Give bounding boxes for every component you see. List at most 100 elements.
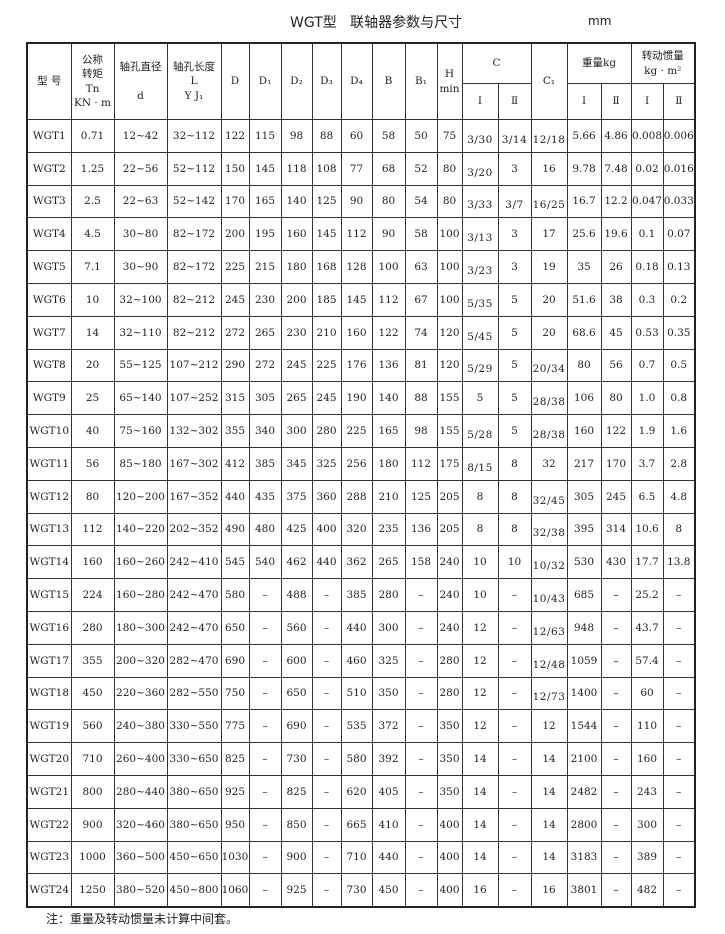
cell-model: WGT17 — [26, 643, 72, 678]
cell-D1: – — [248, 873, 282, 908]
cell-value: – — [511, 621, 518, 634]
cell-value: 362 — [346, 556, 367, 569]
cell-value: – — [676, 621, 682, 634]
cell-B: 372 — [371, 709, 406, 744]
cell-inertia-II: 0.016 — [662, 151, 696, 186]
cell-torque: 4.5 — [70, 217, 115, 252]
cell-value: 380~650 — [169, 818, 219, 831]
cell-value: 217 — [573, 457, 595, 470]
cell-weight-I: 305 — [566, 479, 602, 514]
cell-value: – — [262, 851, 268, 864]
cell-value: 120 — [439, 359, 460, 372]
cell-value: 300 — [378, 621, 399, 634]
cell-value: 52 — [414, 162, 428, 175]
header-B1: B₁ — [404, 42, 438, 120]
cell-value: 300 — [286, 424, 307, 437]
cell-bore-diameter: 320~460 — [113, 807, 168, 842]
cell-value: 100 — [439, 261, 460, 273]
cell-value: 800 — [82, 785, 103, 798]
cell-model: WGT21 — [26, 774, 72, 809]
cell-value: 32~112 — [172, 129, 216, 142]
cell-value: 118 — [286, 162, 307, 175]
cell-D4: 362 — [340, 545, 373, 580]
table-row: WGT2 1.25 22~56 52~112 150 145 118 108 77 68 52 80 3… — [26, 151, 696, 186]
cell-inertia-I: 0.3 — [630, 282, 664, 317]
cell-value: 35 — [577, 261, 591, 273]
cell-D1: – — [248, 578, 282, 612]
header-inertia-label: 转动惯量 — [641, 50, 684, 63]
cell-value: 165 — [254, 195, 276, 208]
cell-weight-I: 2800 — [566, 807, 602, 842]
cell-bore-length: 132~302 — [166, 414, 222, 448]
cell-bore-length: 380~650 — [166, 807, 222, 842]
cell-B1: – — [404, 676, 438, 711]
cell-value: 360 — [316, 490, 337, 503]
cell-B1: 74 — [404, 315, 438, 350]
cell-value: – — [418, 588, 424, 601]
cell-value: 12 — [473, 654, 487, 667]
cell-inertia-I: 17.7 — [630, 545, 664, 580]
cell-model: WGT22 — [26, 807, 72, 842]
cell-weight-II: 7.48 — [600, 151, 632, 186]
cell-value: 13.8 — [667, 556, 691, 569]
cell-bore-length: 107~212 — [166, 348, 222, 383]
cell-value: 5.66 — [572, 129, 596, 142]
cell-B: 300 — [371, 610, 406, 645]
header-weight-I: Ⅰ — [566, 83, 602, 120]
cell-value: – — [418, 851, 424, 864]
cell-weight-I: 106 — [566, 381, 602, 416]
cell-D4: 190 — [340, 381, 373, 416]
cell-C1: 32/45 — [530, 479, 568, 514]
cell-value: 240 — [439, 556, 460, 569]
cell-value: 580 — [346, 752, 367, 765]
cell-value: 380~520 — [116, 884, 165, 897]
cell-D4: 225 — [340, 414, 373, 448]
cell-inertia-I: 1.0 — [630, 381, 664, 416]
table-row: WGT14 160 160~260 242~410 545 540 462 440 362 265… — [26, 545, 696, 580]
cell-value: 0.02 — [635, 162, 659, 175]
cell-D2: 160 — [280, 217, 313, 252]
cell-bore-diameter: 180~300 — [113, 610, 168, 645]
cell-value: 330~550 — [169, 720, 219, 733]
cell-value: 412 — [224, 457, 246, 470]
cell-D2: 200 — [280, 282, 313, 317]
cell-C-II: 3/14 — [497, 119, 532, 153]
cell-inertia-II: 8 — [662, 512, 696, 547]
cell-inertia-II: 0.35 — [662, 315, 696, 350]
cell-value: 82~172 — [172, 261, 216, 273]
cell-value: 389 — [636, 851, 658, 864]
cell-value: 140 — [378, 392, 399, 405]
cell-value: 1250 — [79, 884, 106, 897]
cell-torque: 1000 — [70, 840, 115, 875]
cell-inertia-II: – — [662, 774, 696, 809]
cell-value: – — [418, 621, 424, 634]
cell-B: 68 — [371, 151, 406, 186]
cell-inertia-I: 25.2 — [630, 578, 664, 612]
cell-value: 665 — [346, 818, 367, 831]
cell-B: 100 — [371, 250, 406, 284]
cell-value: 385 — [254, 457, 276, 470]
cell-D4: 160 — [340, 315, 373, 350]
cell-C-II: 8 — [497, 512, 532, 547]
header-bore-length-types: Y J₁ — [184, 89, 204, 102]
cell-value: 350 — [378, 687, 399, 700]
cell-H: 155 — [436, 414, 463, 448]
cell-bore-diameter: 55~125 — [113, 348, 168, 383]
cell-value: WGT24 — [29, 884, 70, 897]
cell-value: 3 — [511, 261, 518, 273]
cell-weight-I: 2100 — [566, 742, 602, 776]
cell-D: 315 — [220, 381, 250, 416]
cell-D1: – — [248, 774, 282, 809]
cell-value: 82~172 — [172, 228, 216, 241]
cell-bore-length: 167~352 — [166, 479, 222, 514]
cell-weight-I: 217 — [566, 446, 602, 481]
table-row: WGT21 800 280~440 380~650 925 – 825 – 620 405 – 350… — [26, 774, 696, 809]
table-row: WGT22 900 320~460 380~650 950 – 850 – 665 410 – 400… — [26, 807, 696, 842]
cell-C-I: 8 — [461, 479, 499, 514]
cell-value: 440 — [378, 851, 399, 864]
cell-H: 205 — [436, 479, 463, 514]
cell-value: 256 — [346, 457, 367, 470]
cell-D3: – — [311, 807, 342, 842]
table-row: WGT11 56 85~180 167~302 412 385 345 325 256 180 11… — [26, 446, 696, 481]
cell-B1: – — [404, 774, 438, 809]
